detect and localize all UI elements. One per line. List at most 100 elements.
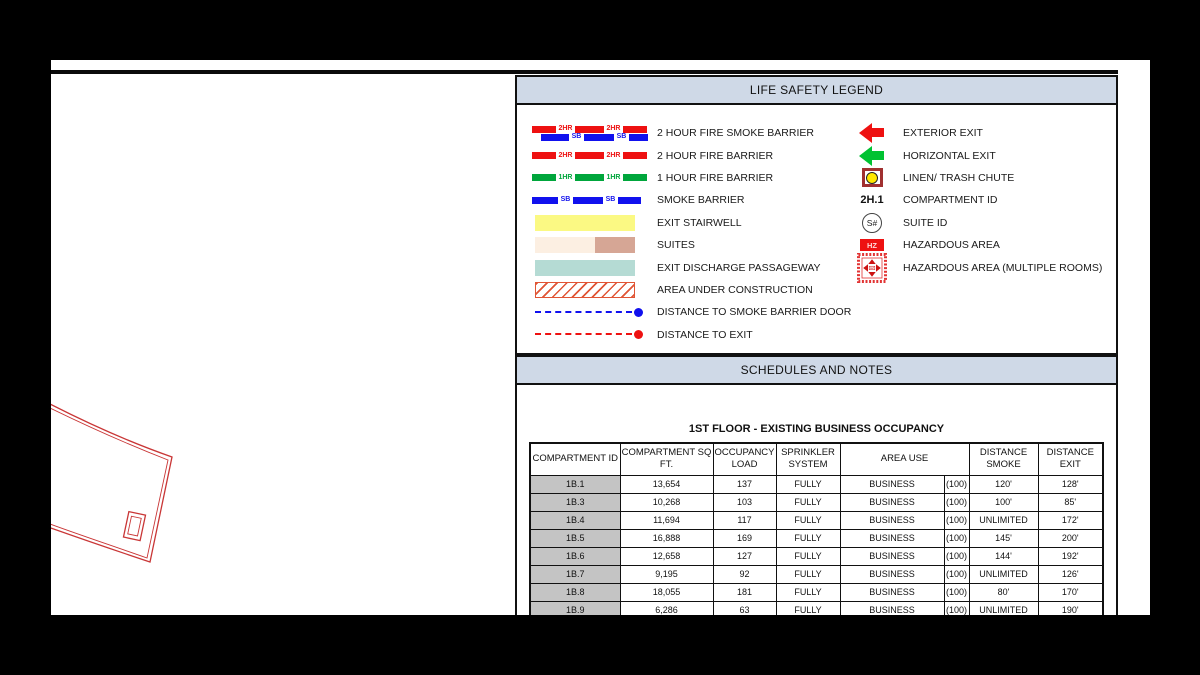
legend-item-label: LINEN/ TRASH CHUTE (903, 171, 1015, 184)
legend-panel-body: 2HR 2HR SB SB 2 HOUR FIRE SMOKE BARRIER (517, 105, 1116, 351)
cell-distance-exit: 126' (1037, 564, 1104, 584)
floor-plan-fragment (51, 403, 173, 563)
legend-item-smoke-barrier: SB SB SMOKE BARRIER (532, 189, 842, 211)
sheet-top-border-rule (51, 70, 1118, 74)
cell-compartment-id: 1B.7 (529, 564, 621, 584)
cell-occupancy-factor: (100) (943, 582, 970, 602)
cell-sprinkler-system: FULLY (775, 600, 841, 615)
cell-distance-smoke: UNLIMITED (968, 564, 1039, 584)
cell-distance-smoke: 144' (968, 546, 1039, 566)
exterior-exit-arrow-icon (859, 123, 884, 144)
svg-text:HZ: HZ (870, 266, 874, 270)
exit-stairwell-swatch (535, 214, 635, 231)
legend-item-suite-id: S# SUITE ID (853, 212, 1113, 234)
cell-distance-smoke: UNLIMITED (968, 510, 1039, 530)
legend-item-suites: SUITES (532, 234, 842, 256)
fire-smoke-barrier-swatch: 2HR 2HR SB SB (532, 125, 648, 141)
table-row: 1B.7 9,195 92 FULLY BUSINESS (100) UNLIM… (529, 564, 1104, 584)
cell-compartment-sqft: 18,055 (619, 582, 714, 602)
col-header-distance-exit: DISTANCE EXIT (1037, 442, 1104, 476)
cell-compartment-id: 1B.1 (529, 474, 621, 494)
cell-distance-exit: 172' (1037, 510, 1104, 530)
legend-item-label: AREA UNDER CONSTRUCTION (657, 283, 813, 296)
col-header-distance-smoke: DISTANCE SMOKE (968, 442, 1039, 476)
legend-item-label: DISTANCE TO SMOKE BARRIER DOOR (657, 306, 852, 319)
cell-area-use: BUSINESS (839, 564, 945, 584)
legend-item-compartment-id: 2H.1 COMPARTMENT ID (853, 189, 1113, 211)
col-header-sprinkler-system: SPRINKLER SYSTEM (775, 442, 841, 476)
smoke-barrier-swatch: SB SB (532, 196, 647, 204)
suite-id-symbol: S# (862, 212, 882, 233)
legend-item-2hr-fire-smoke-barrier: 2HR 2HR SB SB 2 HOUR FIRE SMOKE BARRIER (532, 122, 842, 144)
linen-trash-chute-icon (861, 168, 883, 188)
legend-item-label: 2 HOUR FIRE SMOKE BARRIER (657, 127, 814, 140)
schedules-and-notes-panel: SCHEDULES AND NOTES 1ST FLOOR - EXISTING… (515, 355, 1118, 615)
cell-occupancy-load: 127 (712, 546, 777, 566)
legend-item-label: 1 HOUR FIRE BARRIER (657, 171, 774, 184)
cell-distance-exit: 170' (1037, 582, 1104, 602)
distance-smoke-line-symbol (535, 307, 643, 317)
cell-distance-exit: 200' (1037, 528, 1104, 548)
legend-item-label: SUITES (657, 239, 695, 252)
legend-item-label: 2 HOUR FIRE BARRIER (657, 149, 774, 162)
occupancy-table-title: 1ST FLOOR - EXISTING BUSINESS OCCUPANCY (688, 423, 945, 435)
table-row: 1B.4 11,694 117 FULLY BUSINESS (100) UNL… (529, 510, 1104, 530)
legend-item-exterior-exit: EXTERIOR EXIT (853, 122, 1113, 144)
cell-compartment-id: 1B.9 (529, 600, 621, 615)
legend-item-linen-trash-chute: LINEN/ TRASH CHUTE (853, 167, 1113, 189)
schedules-panel-body: 1ST FLOOR - EXISTING BUSINESS OCCUPANCY … (517, 385, 1116, 615)
cell-occupancy-factor: (100) (943, 546, 970, 566)
legend-item-label: COMPARTMENT ID (903, 194, 998, 207)
cell-area-use: BUSINESS (839, 528, 945, 548)
legend-item-label: EXIT DISCHARGE PASSAGEWAY (657, 261, 821, 274)
cell-occupancy-load: 181 (712, 582, 777, 602)
cell-distance-exit: 190' (1037, 600, 1104, 615)
cell-compartment-id: 1B.6 (529, 546, 621, 566)
cell-area-use: BUSINESS (839, 546, 945, 566)
cell-distance-smoke: UNLIMITED (968, 600, 1039, 615)
cell-distance-smoke: 100' (968, 492, 1039, 512)
cell-area-use: BUSINESS (839, 474, 945, 494)
cell-compartment-sqft: 13,654 (619, 474, 714, 494)
cell-occupancy-factor: (100) (943, 510, 970, 530)
legend-item-label: HAZARDOUS AREA (MULTIPLE ROOMS) (903, 261, 1103, 274)
legend-item-label: HORIZONTAL EXIT (903, 149, 996, 162)
exit-discharge-swatch (535, 259, 635, 276)
cell-occupancy-factor: (100) (943, 564, 970, 584)
cell-compartment-sqft: 10,268 (619, 492, 714, 512)
distance-exit-line-symbol (535, 330, 643, 340)
fire-barrier-1hr-swatch: 1HR 1HR (532, 174, 647, 182)
cell-area-use: BUSINESS (839, 582, 945, 602)
cell-area-use: BUSINESS (839, 492, 945, 512)
cell-occupancy-load: 137 (712, 474, 777, 494)
cell-compartment-id: 1B.4 (529, 510, 621, 530)
legend-item-hazardous-area: HZ HAZARDOUS AREA (853, 234, 1113, 256)
cell-distance-smoke: 80' (968, 582, 1039, 602)
plan-door-detail (122, 510, 147, 542)
cell-compartment-id: 1B.8 (529, 582, 621, 602)
cell-sprinkler-system: FULLY (775, 474, 841, 494)
table-header-row: COMPARTMENT ID COMPARTMENT SQ FT. OCCUPA… (529, 442, 1104, 476)
occupancy-table: COMPARTMENT ID COMPARTMENT SQ FT. OCCUPA… (529, 442, 1104, 615)
table-row: 1B.1 13,654 137 FULLY BUSINESS (100) 120… (529, 474, 1104, 494)
cell-area-use: BUSINESS (839, 600, 945, 615)
cell-sprinkler-system: FULLY (775, 564, 841, 584)
cell-compartment-id: 1B.3 (529, 492, 621, 512)
hazardous-area-multi-room-symbol: HZ (857, 252, 887, 283)
table-row: 1B.6 12,658 127 FULLY BUSINESS (100) 144… (529, 546, 1104, 566)
legend-title: LIFE SAFETY LEGEND (749, 83, 884, 97)
table-row: 1B.8 18,055 181 FULLY BUSINESS (100) 80'… (529, 582, 1104, 602)
cell-sprinkler-system: FULLY (775, 492, 841, 512)
cell-distance-exit: 85' (1037, 492, 1104, 512)
cell-occupancy-factor: (100) (943, 600, 970, 615)
hazardous-area-symbol: HZ (860, 239, 884, 252)
col-header-occupancy-load: OCCUPANCY LOAD (712, 442, 777, 476)
cell-occupancy-factor: (100) (943, 492, 970, 512)
compartment-id-symbol: 2H.1 (860, 194, 884, 207)
cell-occupancy-factor: (100) (943, 474, 970, 494)
cell-sprinkler-system: FULLY (775, 510, 841, 530)
legend-item-distance-to-exit: DISTANCE TO EXIT (532, 324, 842, 346)
legend-item-exit-discharge-passageway: EXIT DISCHARGE PASSAGEWAY (532, 256, 842, 278)
cell-compartment-sqft: 11,694 (619, 510, 714, 530)
